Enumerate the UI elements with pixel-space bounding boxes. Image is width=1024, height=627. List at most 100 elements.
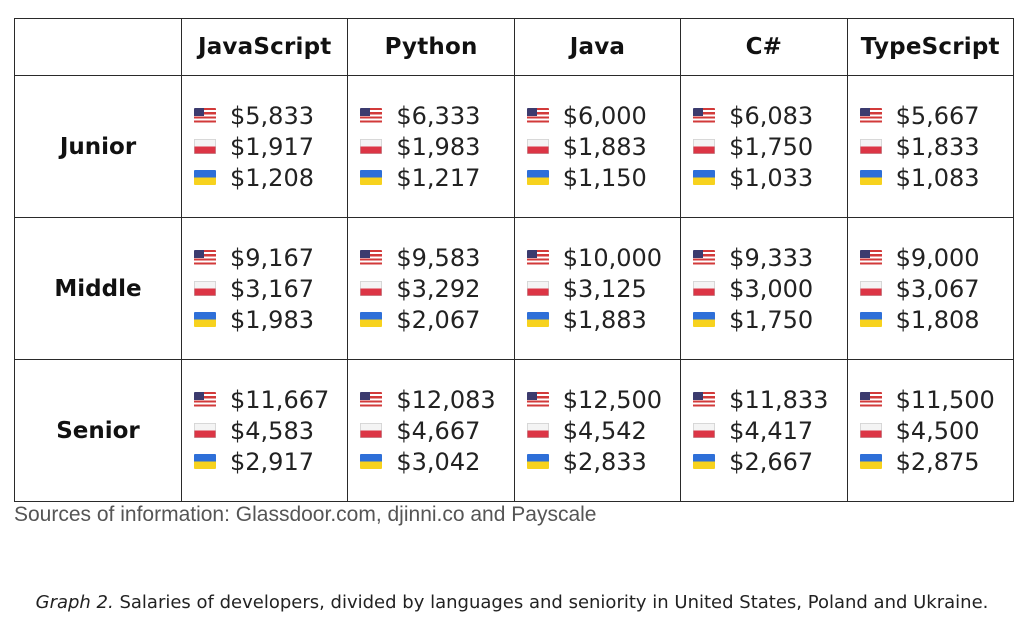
salary-cell: $11,667 $4,583 $2,917 (180, 359, 349, 502)
salary-line: $9,583 (360, 242, 513, 273)
ukraine-flag-icon (526, 170, 549, 185)
salary-line: $5,667 (859, 100, 1013, 131)
salary-line: $9,167 (194, 242, 347, 273)
salary-value: $12,083 (396, 385, 496, 414)
ukraine-flag-icon (859, 454, 882, 469)
salary-values: $11,500 $4,500 $2,875 (848, 384, 1013, 477)
salary-value: $6,083 (729, 101, 814, 130)
poland-flag-icon (360, 281, 383, 296)
caption-text: Salaries of developers, divided by langu… (113, 592, 989, 613)
salary-value: $1,917 (230, 132, 314, 161)
salary-values: $11,833 $4,417 $2,667 (681, 384, 846, 477)
salary-values: $6,083 $1,750 $1,033 (681, 100, 846, 193)
salary-line: $3,000 (693, 273, 846, 304)
salary-value: $4,667 (396, 416, 481, 445)
ukraine-flag-icon (360, 312, 383, 327)
salary-values: $12,500 $4,542 $2,833 (515, 384, 680, 477)
ukraine-flag-icon (194, 312, 216, 327)
salary-line: $1,208 (194, 162, 347, 193)
table-row: Junior $5,833 $1,917 $1,208 $6,333 $1,983 $1,2… (14, 75, 1014, 218)
salary-line: $4,542 (526, 415, 680, 446)
salary-line: $2,067 (360, 304, 513, 335)
salary-line: $11,500 (859, 384, 1013, 415)
salary-line: $4,667 (360, 415, 513, 446)
poland-flag-icon (194, 281, 216, 296)
salary-value: $5,833 (230, 101, 314, 130)
salary-value: $3,000 (729, 274, 814, 303)
salary-line: $2,917 (194, 446, 347, 477)
ukraine-flag-icon (194, 170, 216, 185)
us-flag-icon (360, 392, 383, 407)
salary-value: $3,067 (895, 274, 980, 303)
poland-flag-icon (194, 139, 216, 154)
salary-cell: $12,083 $4,667 $3,042 (347, 359, 515, 502)
row-header-level: Junior (14, 75, 182, 218)
salary-line: $1,833 (859, 131, 1013, 162)
row-header-level: Senior (14, 359, 182, 502)
salary-table: JavaScript Python Java C# TypeScript Jun… (14, 18, 1014, 502)
salary-cell: $9,583 $3,292 $2,067 (347, 217, 515, 360)
poland-flag-icon (693, 139, 716, 154)
poland-flag-icon (693, 423, 716, 438)
us-flag-icon (360, 108, 383, 123)
caption-label: Graph 2. (35, 592, 114, 613)
salary-line: $6,083 (693, 100, 846, 131)
us-flag-icon (194, 108, 216, 123)
column-header: TypeScript (846, 18, 1014, 76)
column-header: C# (680, 18, 848, 76)
salary-value: $3,042 (396, 447, 481, 476)
salary-line: $1,750 (693, 304, 846, 335)
salary-value: $1,983 (230, 305, 314, 334)
salary-value: $1,150 (562, 163, 647, 192)
table-row: Middle $9,167 $3,167 $1,983 $9,583 $3,292 $2,0… (14, 217, 1014, 360)
salary-cell: $11,500 $4,500 $2,875 (846, 359, 1014, 502)
salary-cell: $9,000 $3,067 $1,808 (846, 217, 1014, 360)
salary-line: $1,150 (526, 162, 680, 193)
salary-line: $3,292 (360, 273, 513, 304)
us-flag-icon (526, 250, 549, 265)
salary-line: $12,500 (526, 384, 680, 415)
figure-caption: Graph 2. Salaries of developers, divided… (0, 592, 1024, 613)
salary-value: $3,167 (230, 274, 314, 303)
poland-flag-icon (859, 281, 882, 296)
column-header: Python (347, 18, 515, 76)
salary-line: $1,917 (194, 131, 347, 162)
us-flag-icon (859, 392, 882, 407)
salary-value: $11,833 (729, 385, 829, 414)
salary-line: $3,167 (194, 273, 347, 304)
ukraine-flag-icon (693, 454, 716, 469)
salary-line: $6,333 (360, 100, 513, 131)
salary-line: $11,667 (194, 384, 347, 415)
poland-flag-icon (526, 139, 549, 154)
salary-value: $1,208 (230, 163, 314, 192)
ukraine-flag-icon (526, 312, 549, 327)
salary-value: $1,883 (562, 305, 647, 334)
salary-value: $1,750 (729, 305, 814, 334)
salary-line: $10,000 (526, 242, 680, 273)
salary-values: $6,333 $1,983 $1,217 (348, 100, 513, 193)
source-note: Sources of information: Glassdoor.com, d… (14, 503, 597, 526)
salary-values: $6,000 $1,883 $1,150 (515, 100, 680, 193)
ukraine-flag-icon (194, 454, 216, 469)
us-flag-icon (693, 108, 716, 123)
salary-value: $1,750 (729, 132, 814, 161)
poland-flag-icon (194, 423, 216, 438)
salary-value: $2,917 (230, 447, 314, 476)
salary-value: $12,500 (562, 385, 663, 414)
salary-line: $2,833 (526, 446, 680, 477)
salary-value: $9,000 (895, 243, 980, 272)
poland-flag-icon (693, 281, 716, 296)
salary-value: $2,067 (396, 305, 481, 334)
poland-flag-icon (360, 423, 383, 438)
us-flag-icon (526, 392, 549, 407)
salary-value: $9,333 (729, 243, 814, 272)
salary-value: $2,875 (895, 447, 980, 476)
salary-line: $1,883 (526, 304, 680, 335)
salary-value: $2,667 (729, 447, 814, 476)
salary-cell: $12,500 $4,542 $2,833 (513, 359, 682, 502)
us-flag-icon (693, 250, 716, 265)
salary-line: $1,883 (526, 131, 680, 162)
salary-value: $4,542 (562, 416, 647, 445)
ukraine-flag-icon (360, 454, 383, 469)
salary-value: $2,833 (562, 447, 647, 476)
